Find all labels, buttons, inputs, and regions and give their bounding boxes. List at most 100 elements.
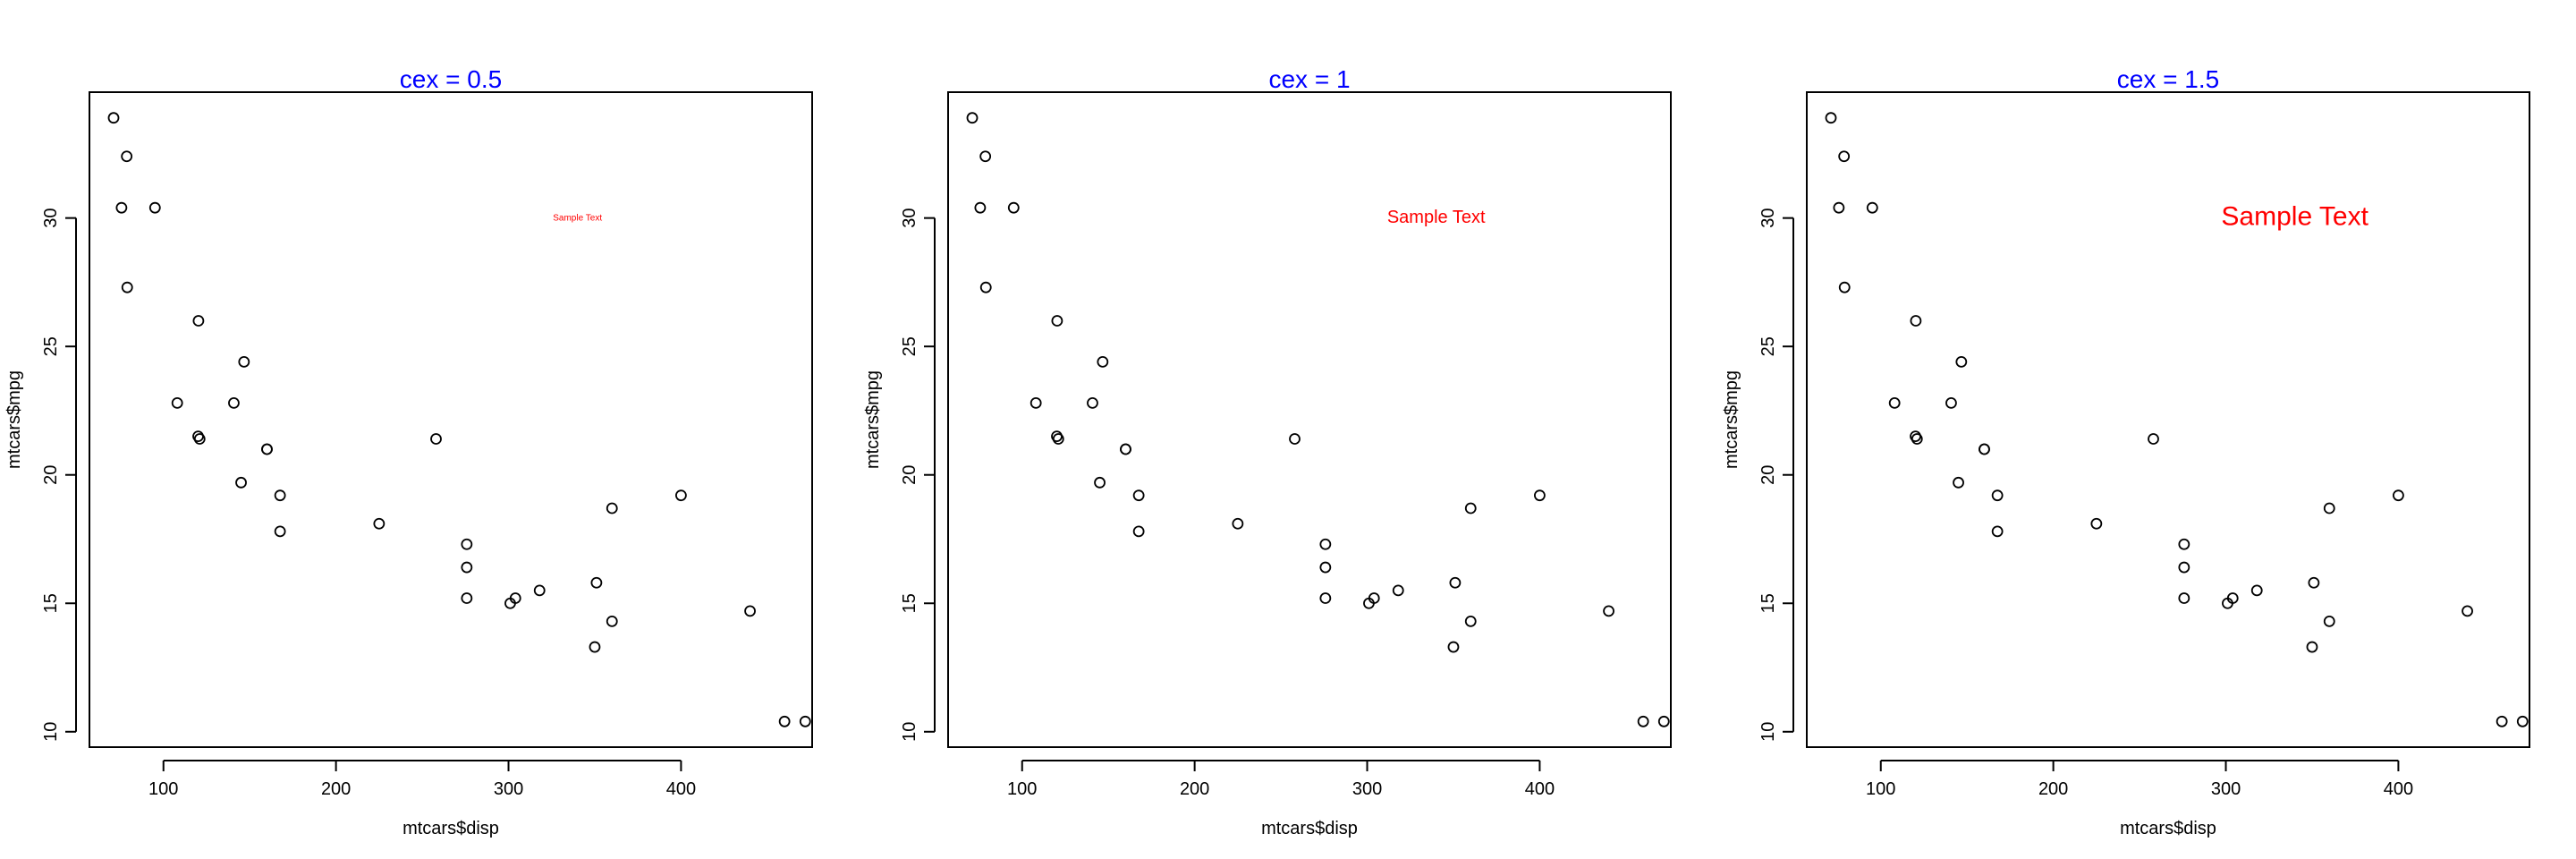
data-point xyxy=(1132,489,1145,502)
data-point xyxy=(966,112,979,124)
data-point xyxy=(228,396,240,409)
data-point xyxy=(2090,517,2103,530)
data-point xyxy=(1838,281,1851,293)
data-point xyxy=(778,715,791,727)
x-axis-title: mtcars$disp xyxy=(2120,819,2216,838)
data-point xyxy=(1030,396,1042,409)
y-tick-label: 30 xyxy=(1758,208,1778,228)
scatter-panel-2: cex = 1 100 200 300 400 10 15 20 25 30 mtcars$disp… xyxy=(863,65,1672,838)
data-point xyxy=(171,396,183,409)
data-point xyxy=(974,201,987,214)
sample-text-annotation: Sample Text xyxy=(1387,208,1486,227)
data-point xyxy=(1007,201,1020,214)
y-tick-label: 10 xyxy=(41,722,61,742)
data-point xyxy=(1833,201,1845,214)
plot-title: cex = 1.5 xyxy=(2117,65,2219,93)
x-axis-title: mtcars$disp xyxy=(402,819,499,838)
data-point xyxy=(373,517,386,530)
data-point xyxy=(1319,538,1332,550)
data-point xyxy=(1132,525,1145,538)
y-tick-label: 30 xyxy=(900,208,919,228)
data-point xyxy=(1657,715,1670,727)
y-tick-label: 20 xyxy=(41,465,61,485)
data-point xyxy=(1464,615,1477,627)
data-point xyxy=(2178,592,2190,604)
data-point xyxy=(2496,715,2508,727)
data-point xyxy=(606,502,618,515)
data-point xyxy=(1603,605,1614,617)
x-tick-label: 400 xyxy=(666,779,696,799)
data-point xyxy=(1945,396,1957,409)
y-tick-label: 15 xyxy=(1758,593,1778,613)
data-point xyxy=(2516,715,2529,727)
data-point xyxy=(2222,597,2233,609)
data-point xyxy=(1051,315,1063,327)
x-tick-label: 100 xyxy=(1007,779,1037,799)
data-point xyxy=(1097,356,1109,368)
data-point xyxy=(675,489,687,502)
y-tick-label: 30 xyxy=(41,208,61,228)
x-tick-label: 200 xyxy=(2038,779,2068,799)
data-point xyxy=(274,525,286,538)
data-point xyxy=(2462,605,2473,617)
x-tick-label: 300 xyxy=(2211,779,2241,799)
scatter-panel-3: cex = 1.5 100 200 300 400 10 15 20 25 30 mtcars$di… xyxy=(1722,65,2530,838)
data-point xyxy=(606,615,618,627)
data-point xyxy=(121,281,133,293)
data-point xyxy=(107,112,120,124)
x-tick-label: 400 xyxy=(1525,779,1555,799)
data-point xyxy=(1094,476,1106,489)
data-point xyxy=(2306,641,2318,653)
data-point xyxy=(590,576,603,589)
y-tick-label: 10 xyxy=(900,722,919,742)
y-tick-label: 25 xyxy=(1758,336,1778,356)
data-point xyxy=(148,201,161,214)
x-tick-label: 300 xyxy=(494,779,523,799)
data-point xyxy=(1289,433,1301,445)
data-point xyxy=(2308,576,2320,589)
y-axis-title: mtcars$mpg xyxy=(4,370,24,469)
plot-title: cex = 0.5 xyxy=(400,65,502,93)
data-point xyxy=(589,641,601,653)
data-point xyxy=(1232,517,1244,530)
data-point xyxy=(1637,715,1649,727)
data-point xyxy=(461,592,473,604)
data-point xyxy=(2178,538,2190,550)
x-tick-label: 300 xyxy=(1352,779,1382,799)
data-point xyxy=(193,433,206,445)
data-point xyxy=(1911,433,1923,445)
data-point xyxy=(2250,584,2263,597)
data-point xyxy=(238,356,250,368)
data-point xyxy=(1825,112,1837,124)
data-point xyxy=(1449,576,1462,589)
data-point xyxy=(799,715,811,727)
sample-text-annotation: Sample Text xyxy=(553,213,602,223)
y-axis-title: mtcars$mpg xyxy=(1722,370,1741,469)
data-point xyxy=(461,561,473,574)
y-tick-label: 25 xyxy=(900,336,919,356)
data-point xyxy=(192,315,205,327)
x-axis-title: mtcars$disp xyxy=(1261,819,1358,838)
x-tick-label: 200 xyxy=(321,779,351,799)
plot-frame xyxy=(89,91,813,748)
data-point xyxy=(744,605,756,617)
y-tick-label: 15 xyxy=(41,593,61,613)
y-tick-label: 10 xyxy=(1758,722,1778,742)
x-tick-label: 100 xyxy=(1866,779,1895,799)
scatter-panel-1: cex = 0.5 100 200 300 400 10 15 20 25 30 mtcars$di… xyxy=(4,65,813,838)
data-point xyxy=(1363,597,1375,609)
data-point xyxy=(274,489,286,502)
data-point xyxy=(1953,476,1964,489)
data-point xyxy=(1392,584,1404,597)
data-point xyxy=(1979,443,1990,455)
data-point xyxy=(261,443,273,455)
data-point xyxy=(2178,561,2190,574)
y-tick-label: 25 xyxy=(41,336,61,356)
data-point xyxy=(979,281,992,293)
data-point xyxy=(1319,592,1332,604)
data-point xyxy=(1087,396,1098,409)
plot-title: cex = 1 xyxy=(1268,65,1350,93)
data-point xyxy=(1319,561,1332,574)
